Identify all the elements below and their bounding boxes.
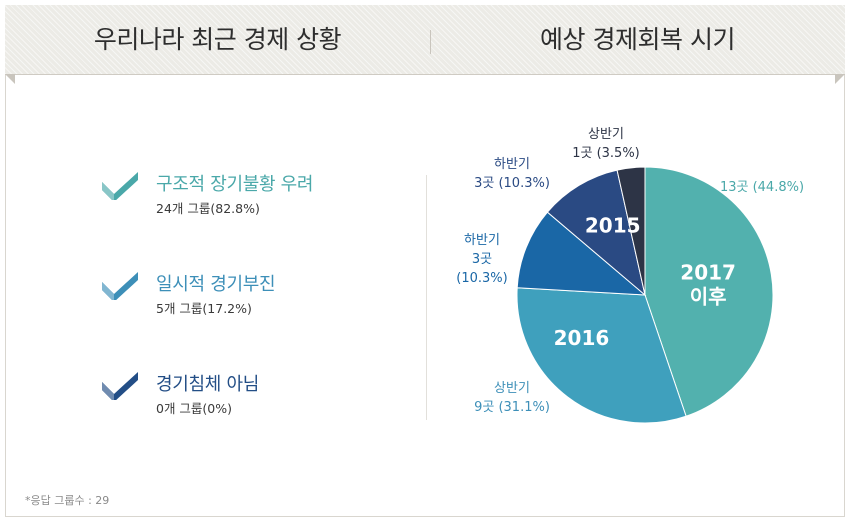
pie-slice-1 — [516, 287, 687, 424]
status-item-detail: 0개 그룹(0%) — [156, 401, 233, 416]
pie-outer-label-3: 하반기 3곳 (10.3%) — [474, 157, 550, 191]
status-item-detail: 5개 그룹(17.2%) — [156, 301, 252, 316]
pie-slice-2 — [516, 211, 647, 296]
ribbon-fold-left — [5, 74, 15, 84]
pie-slice-4 — [616, 166, 646, 296]
pie-outer-label-4: 상반기 1곳 (3.5%) — [572, 127, 640, 161]
pie-outer-label-2: 하반기 3곳 (10.3%) — [456, 233, 507, 286]
status-item-label: 구조적 장기불황 우려 — [156, 174, 314, 195]
check-icon — [102, 172, 138, 200]
pie-outer-label-1: 상반기 9곳 (31.1%) — [474, 381, 550, 415]
pie-inner-label-0: 2017 이후 — [680, 261, 736, 309]
recovery-timing-title: 예상 경제회복 시기 — [540, 25, 735, 54]
pie-group-label-0: 2016 — [554, 326, 610, 350]
status-item-detail: 24개 그룹(82.8%) — [156, 201, 260, 216]
status-item-label: 일시적 경기부진 — [156, 274, 276, 295]
pie-outer-label-0: 13곳 (44.8%) — [720, 180, 804, 195]
pie-slice-3 — [546, 169, 646, 297]
economy-status-title: 우리나라 최근 경제 상황 — [93, 25, 342, 54]
response-count-footnote: *응답 그룹수 : 29 — [25, 494, 110, 507]
pie-group-label-1: 2015 — [585, 213, 641, 237]
pie-slice-0 — [644, 166, 774, 417]
status-item-label: 경기침체 아님 — [156, 374, 259, 395]
ribbon-fold-right — [835, 74, 845, 84]
section-divider — [426, 175, 427, 420]
header-divider — [430, 30, 431, 54]
check-icon — [102, 272, 138, 300]
header-bar: 우리나라 최근 경제 상황 예상 경제회복 시기 — [5, 5, 845, 75]
check-icon — [102, 372, 138, 400]
